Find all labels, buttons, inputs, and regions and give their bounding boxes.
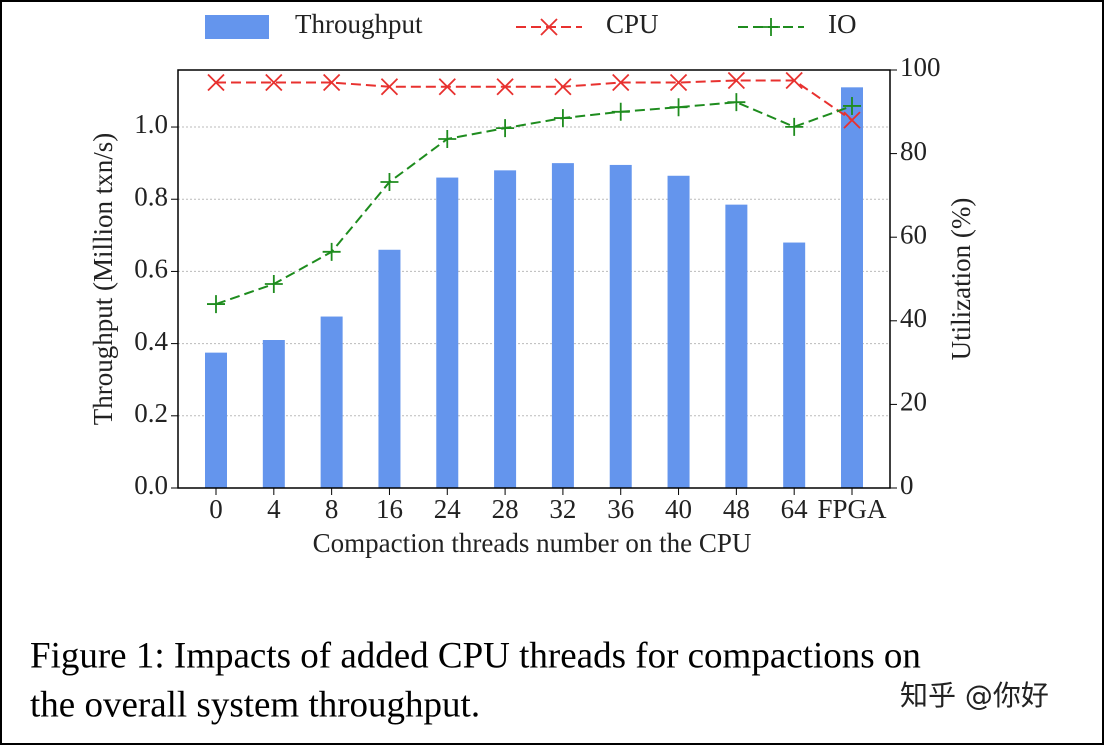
bar (262, 340, 285, 488)
point-marker (553, 109, 572, 128)
x-tick-label: 48 (723, 494, 750, 524)
point-marker (785, 117, 804, 136)
x-tick-label: 4 (267, 494, 281, 524)
y-tick-label: 0.2 (134, 398, 168, 428)
legend-label: CPU (606, 9, 659, 39)
legend-label: IO (828, 9, 857, 39)
y-tick-label: 0.4 (134, 326, 168, 356)
point-marker (496, 78, 514, 96)
line (216, 79, 853, 121)
bar (551, 163, 574, 489)
y-axis-label: Throughput (Million txn/s) (88, 133, 118, 426)
bar (494, 170, 517, 488)
point-marker (554, 78, 572, 96)
legend-swatch (205, 15, 269, 39)
y2-tick-label: 40 (900, 303, 927, 333)
y-tick-label: 0.8 (134, 181, 168, 211)
point-marker (843, 96, 861, 115)
bar (609, 164, 632, 488)
x-tick-label: 28 (492, 494, 519, 524)
bar (667, 175, 690, 489)
point-marker (207, 295, 225, 314)
point-marker (612, 73, 630, 92)
bar (841, 87, 863, 489)
x-tick-label: 24 (434, 494, 462, 524)
point-marker (669, 98, 688, 117)
point-marker (322, 73, 341, 92)
y2-tick-label: 60 (900, 219, 927, 249)
point-marker (669, 73, 688, 92)
plot-frame (177, 69, 891, 489)
watermark: 知乎 @你好 (900, 679, 1049, 712)
x-tick-label: 40 (665, 494, 692, 524)
caption-line: Figure 1: Impacts of added CPU threads f… (30, 635, 921, 676)
point-marker (727, 71, 746, 90)
y-tick-label: 1.0 (134, 109, 168, 139)
y2-tick-label: 0 (900, 470, 914, 500)
x-tick-label: FPGA (817, 494, 887, 524)
y2-tick-label: 80 (900, 136, 927, 166)
bar (205, 352, 227, 488)
point-marker (785, 71, 803, 90)
point-marker (265, 73, 283, 92)
point-marker (496, 119, 515, 138)
x-tick-label: 36 (607, 494, 634, 524)
x-tick-label: 0 (209, 494, 223, 524)
y2-tick-label: 20 (900, 387, 927, 417)
x-tick-label: 8 (325, 494, 339, 524)
bar (320, 316, 343, 488)
point-marker (264, 275, 283, 294)
point-marker (438, 78, 456, 96)
point-marker (322, 242, 341, 261)
y-tick-label: 0.0 (134, 470, 168, 500)
bar (378, 249, 401, 488)
y2-axis-label: Utilization (%) (946, 198, 976, 361)
point-marker (207, 73, 225, 92)
bar (725, 204, 748, 489)
x-axis-label: Compaction threads number on the CPU (313, 528, 752, 558)
x-tick-label: 64 (781, 494, 809, 524)
point-marker (380, 78, 399, 96)
point-marker (438, 129, 457, 148)
x-tick-label: 32 (549, 494, 576, 524)
legend-marker (540, 18, 558, 36)
y2-tick-label: 100 (900, 52, 941, 82)
bar (783, 242, 806, 488)
point-marker (380, 173, 399, 192)
legend-label: Throughput (295, 9, 423, 39)
point-marker (727, 93, 746, 112)
x-tick-label: 16 (376, 494, 403, 524)
caption-line: the overall system throughput. (30, 684, 480, 725)
bar (436, 177, 459, 488)
y-tick-label: 0.6 (134, 254, 168, 284)
line (215, 101, 853, 306)
point-marker (611, 102, 630, 121)
legend-marker (762, 18, 780, 36)
point-marker (843, 111, 861, 129)
